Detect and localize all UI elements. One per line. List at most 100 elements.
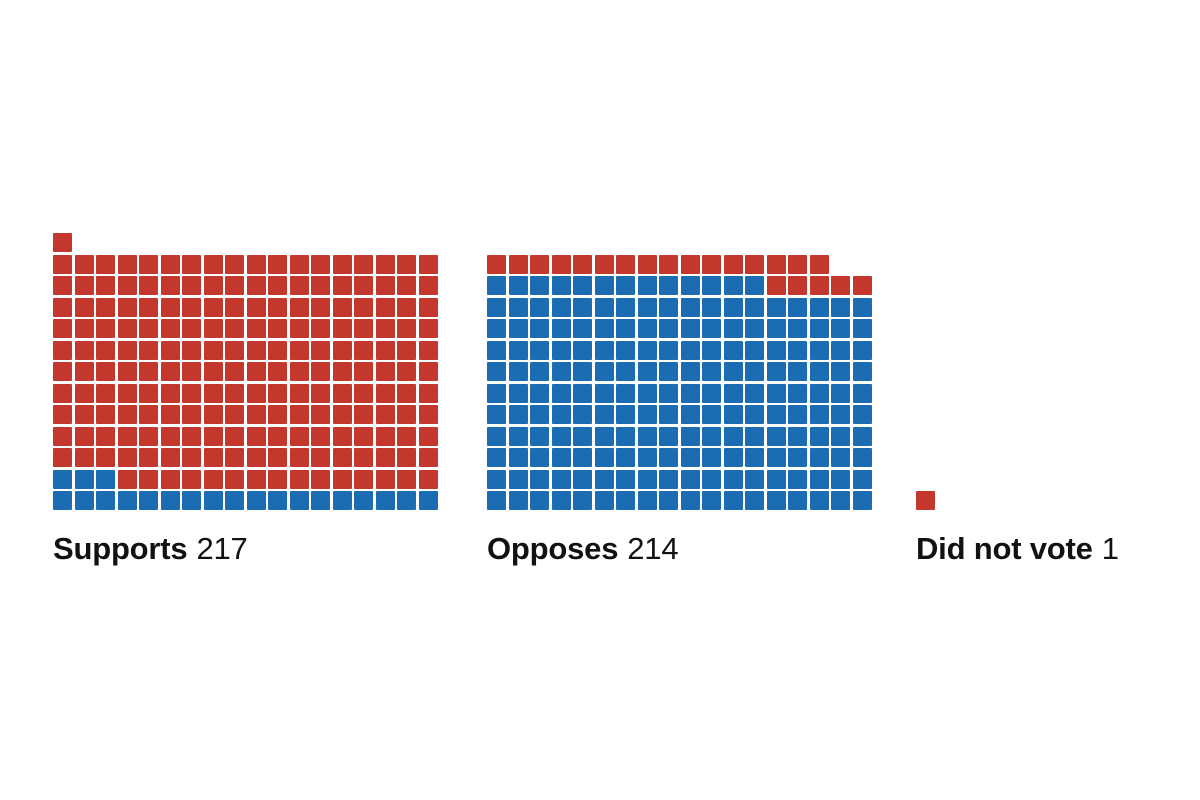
waffle-cell-red <box>53 448 72 467</box>
waffle-cell-red <box>311 297 330 317</box>
waffle-cell-blue <box>745 340 764 360</box>
waffle-cell-red <box>311 469 330 489</box>
waffle-cell-red <box>375 405 395 424</box>
waffle-cell-red <box>246 319 266 338</box>
waffle-cell-red <box>397 254 416 274</box>
waffle-cell-blue <box>530 362 549 381</box>
waffle-cell-red <box>311 254 330 274</box>
waffle-cell-blue <box>745 491 764 510</box>
waffle-cell-blue <box>702 319 721 338</box>
waffle-cell-blue <box>637 383 657 403</box>
waffle-cell-blue <box>508 297 528 317</box>
waffle-cell-blue <box>723 448 743 467</box>
waffle-cell-blue <box>117 491 137 510</box>
waffle-cell-blue <box>766 362 786 381</box>
waffle-cell-blue <box>637 319 657 338</box>
waffle-cell-red <box>573 254 592 274</box>
waffle-cell-blue <box>487 319 506 338</box>
waffle-cell-red <box>117 469 137 489</box>
waffle-cell-red <box>375 340 395 360</box>
waffle-cell-blue <box>551 383 571 403</box>
waffle-cell-blue <box>831 491 850 510</box>
waffle-cell-blue <box>594 319 614 338</box>
waffle-cell-red <box>182 319 201 338</box>
waffle-cell-blue <box>594 426 614 446</box>
waffle-cell-blue <box>680 383 700 403</box>
waffle-cell-red <box>160 340 180 360</box>
waffle-cell-blue <box>702 491 721 510</box>
waffle-cell-blue <box>788 319 807 338</box>
waffle-cell-blue <box>508 276 528 295</box>
waffle-cell-blue <box>594 297 614 317</box>
waffle-cell-blue <box>659 469 678 489</box>
waffle-cell-blue <box>311 491 330 510</box>
waffle-cell-red <box>160 319 180 338</box>
waffle-cell-red <box>375 362 395 381</box>
waffle-cell-blue <box>573 383 592 403</box>
waffle-cell-blue <box>723 469 743 489</box>
waffle-cell-red <box>182 340 201 360</box>
waffle-cell-red <box>311 448 330 467</box>
waffle-cell-red <box>117 426 137 446</box>
waffle-cell-red <box>53 426 72 446</box>
waffle-cell-blue <box>508 340 528 360</box>
waffle-cell-red <box>160 362 180 381</box>
waffle-cell-red <box>311 426 330 446</box>
waffle-cell-red <box>225 383 244 403</box>
waffle-cell-blue <box>659 362 678 381</box>
waffle-cell-blue <box>723 426 743 446</box>
waffle-cell-blue <box>831 319 850 338</box>
waffle-cell-red <box>788 254 807 274</box>
waffle-cell-blue <box>702 383 721 403</box>
waffle-cell-red <box>268 383 287 403</box>
waffle-cell-red <box>268 297 287 317</box>
waffle-cell-red <box>74 254 94 274</box>
waffle-cell-red <box>311 340 330 360</box>
waffle-cell-blue <box>637 340 657 360</box>
waffle-cell-red <box>96 383 115 403</box>
waffle-cell-blue <box>487 491 506 510</box>
waffle-cell-blue <box>745 469 764 489</box>
supports-count: 217 <box>196 531 248 566</box>
waffle-cell-blue <box>702 276 721 295</box>
waffle-cell-blue <box>659 340 678 360</box>
waffle-cell-red <box>289 340 309 360</box>
waffle-cell-red <box>268 426 287 446</box>
waffle-cell-red <box>117 362 137 381</box>
waffle-cell-red <box>246 362 266 381</box>
waffle-cell-blue <box>530 276 549 295</box>
waffle-cell-red <box>225 276 244 295</box>
waffle-cell-red <box>203 362 223 381</box>
waffle-cell-red <box>418 276 438 295</box>
waffle-cell-red <box>53 362 72 381</box>
waffle-cell-red <box>139 340 158 360</box>
waffle-cell-red <box>530 254 549 274</box>
waffle-cell-red <box>397 276 416 295</box>
waffle-cell-red <box>225 362 244 381</box>
waffle-cell-blue <box>246 491 266 510</box>
waffle-cell-red <box>702 254 721 274</box>
waffle-cell-red <box>354 426 373 446</box>
waffle-cell-red <box>397 448 416 467</box>
waffle-cell-blue <box>637 469 657 489</box>
waffle-cell-red <box>289 254 309 274</box>
waffle-cell-blue <box>852 362 872 381</box>
waffle-cell-red <box>311 362 330 381</box>
waffle-cell-red <box>246 340 266 360</box>
waffle-cell-blue <box>508 362 528 381</box>
waffle-cell-red <box>182 405 201 424</box>
waffle-cell-blue <box>745 276 764 295</box>
waffle-cell-red <box>397 469 416 489</box>
waffle-cell-blue <box>354 491 373 510</box>
waffle-cell-red <box>916 491 935 510</box>
waffle-cell-red <box>551 254 571 274</box>
waffle-cell-red <box>289 297 309 317</box>
waffle-cell-blue <box>332 491 352 510</box>
waffle-cell-red <box>74 426 94 446</box>
waffle-cell-red <box>354 405 373 424</box>
waffle-cell-blue <box>745 297 764 317</box>
waffle-cell-red <box>203 254 223 274</box>
waffle-cell-blue <box>659 405 678 424</box>
waffle-cell-red <box>160 469 180 489</box>
